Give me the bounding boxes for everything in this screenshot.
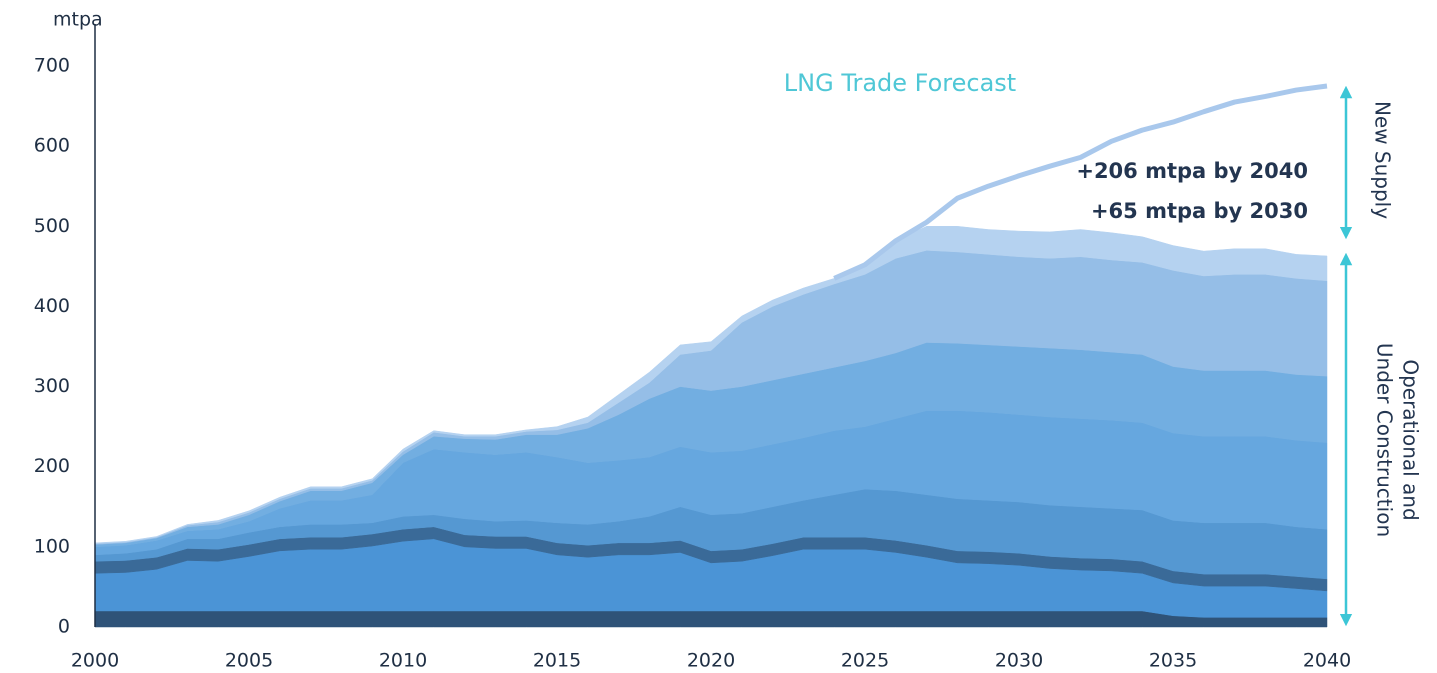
x-tick-label: 2010: [379, 650, 427, 672]
annotation: +65 mtpa by 2030: [1091, 199, 1308, 223]
side-label: New Supply: [1371, 101, 1395, 219]
y-tick-label: 200: [34, 455, 70, 477]
x-tick-label: 2035: [1149, 650, 1197, 672]
y-tick-label: 100: [34, 535, 70, 557]
x-tick-label: 2025: [841, 650, 889, 672]
x-tick-label: 2015: [533, 650, 581, 672]
y-tick-label: 0: [58, 616, 70, 638]
y-tick-label: 600: [34, 135, 70, 157]
x-tick-label: 2040: [1303, 650, 1351, 672]
x-tick-label: 2030: [995, 650, 1043, 672]
area-layer: [94, 610, 1328, 628]
x-tick-label: 2000: [71, 650, 119, 672]
y-tick-label: 300: [34, 375, 70, 397]
x-tick-label: 2020: [687, 650, 735, 672]
side-label: Under Construction: [1373, 343, 1397, 537]
y-tick-label: 500: [34, 215, 70, 237]
line-label: LNG Trade Forecast: [784, 69, 1016, 97]
y-tick-label: 700: [34, 55, 70, 77]
side-label: Operational and: [1399, 359, 1423, 520]
annotation: +206 mtpa by 2040: [1076, 159, 1308, 183]
area-layer: [94, 226, 1328, 544]
y-tick-label: 400: [34, 295, 70, 317]
x-tick-label: 2005: [225, 650, 273, 672]
areas: [94, 226, 1328, 628]
forecast-line: [833, 83, 1328, 281]
y-axis-label: mtpa: [53, 9, 103, 31]
